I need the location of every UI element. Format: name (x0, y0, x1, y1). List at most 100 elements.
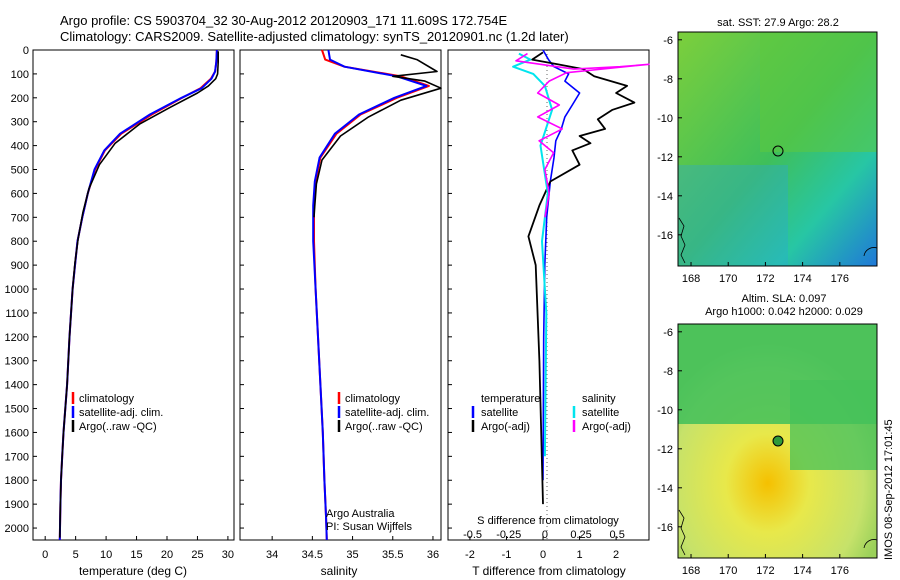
credit-line-2: PI: Susan Wijffels (326, 521, 412, 533)
x-tick-label: 0 (540, 549, 546, 561)
x-tick-label: 15 (130, 549, 142, 561)
s-tick-label: -0.5 (463, 529, 482, 541)
lat-tick-label: -10 (657, 113, 673, 125)
depth-tick-label: 1500 (5, 404, 29, 416)
depth-tick-label: 200 (11, 93, 29, 105)
sst-map-frame (677, 31, 878, 267)
credit-line-1: Argo Australia (326, 508, 395, 520)
x-tick-label: 0 (42, 549, 48, 561)
legend-label-argo: Argo(..raw -QC) (345, 421, 423, 433)
x-tick-label: 30 (222, 549, 234, 561)
depth-tick-label: 300 (11, 117, 29, 129)
lat-tick-label: -12 (657, 444, 673, 456)
x-tick-label: 34 (266, 549, 278, 561)
lat-tick-label: -6 (663, 327, 673, 339)
depth-tick-label: 1200 (5, 332, 29, 344)
x-tick-label: 2 (613, 549, 619, 561)
s-tick-label: -0.25 (496, 529, 521, 541)
series-line-temperature-satellite (542, 49, 581, 481)
depth-tick-label: 2000 (5, 523, 29, 535)
sst-map: sat. SST: 27.9 Argo: 28.2 -6-8-10-12-14-… (657, 17, 878, 285)
depth-tick-label: 700 (11, 212, 29, 224)
legend-label-climatology: climatology (345, 393, 401, 405)
lon-tick-label: 174 (793, 273, 811, 285)
x-tick-label: 5 (73, 549, 79, 561)
series-line-temperature-argo-adj- (527, 51, 636, 505)
x-tick-label: 1 (577, 549, 583, 561)
lon-tick-label: 170 (719, 273, 737, 285)
lon-tick-label: 174 (793, 565, 811, 577)
lat-tick-label: -16 (657, 522, 673, 534)
difference-axes-frame (447, 49, 650, 541)
depth-tick-label: 1400 (5, 380, 29, 392)
figure-title-line2: Climatology: CARS2009. Satellite-adjuste… (60, 29, 569, 44)
figure-title-line1: Argo profile: CS 5903704_32 30-Aug-2012 … (60, 13, 508, 28)
sla-field-east-patch (790, 380, 877, 470)
x-tick-label: 36 (427, 549, 439, 561)
sst-argo-location-marker (772, 145, 784, 157)
lat-tick-label: -8 (663, 74, 673, 86)
series-line-argo-raw-qc- (59, 51, 219, 538)
difference-legend: temperature satellite Argo(-adj) salinit… (471, 393, 631, 433)
x-tick-label: -2 (465, 549, 475, 561)
lon-tick-label: 170 (719, 565, 737, 577)
sst-map-tick-group: -6 -8 -10 -12 -14 -16 168 170 172 174 176 (657, 35, 849, 285)
x-tick-label: 20 (161, 549, 173, 561)
depth-tick-label: 1100 (5, 308, 29, 320)
s-tick-label: 0.25 (570, 529, 591, 541)
legend-label-temp-argo: Argo(-adj) (481, 421, 530, 433)
legend-label-temp-satellite: satellite (481, 407, 518, 419)
temperature-tick-group: 0 5 10 15 20 25 30 (42, 536, 234, 561)
temperature-series-group (58, 49, 219, 541)
series-line-argo-raw-qc- (313, 54, 442, 218)
legend-label-sal-argo: Argo(-adj) (582, 421, 631, 433)
lat-tick-label: -6 (663, 35, 673, 47)
lon-tick-label: 172 (756, 565, 774, 577)
series-line-salinity-argo-adj- (515, 52, 650, 218)
sla-map-title-line1: Altim. SLA: 0.097 (742, 293, 827, 305)
difference-series-group (512, 49, 650, 505)
sla-coastline-east (863, 539, 878, 549)
depth-tick-label: 900 (11, 260, 29, 272)
depth-tick-label: 1700 (5, 451, 29, 463)
s-difference-axis-label: S difference from climatology (477, 515, 619, 527)
lat-tick-label: -12 (657, 152, 673, 164)
temperature-axis-label: temperature (deg C) (79, 564, 187, 578)
sla-map-tick-group: -6 -8 -10 -12 -14 -16 168 170 172 174 176 (657, 327, 849, 577)
difference-panel: -2 -1 0 1 2 -0.5 -0.25 0 0.25 0.5 T difference fr… (447, 49, 650, 578)
temperature-panel: 0100200300400500600700800900100011001200… (5, 45, 235, 578)
series-line-satellite-adj-clim- (312, 49, 428, 541)
imos-timestamp: IMOS 08-Sep-2012 17:01:45 (883, 419, 895, 560)
lat-tick-label: -14 (657, 483, 673, 495)
sla-map-frame (677, 323, 878, 559)
x-tick-label: 35.5 (382, 549, 403, 561)
legend-head-salinity: salinity (582, 393, 616, 405)
depth-tick-label: 400 (11, 141, 29, 153)
lon-tick-label: 172 (756, 273, 774, 285)
series-line-climatology (313, 49, 430, 541)
depth-tick-label: 1800 (5, 475, 29, 487)
lat-tick-label: -10 (657, 405, 673, 417)
difference-tick-group: -2 -1 0 1 2 -0.5 -0.25 0 0.25 0.5 (448, 49, 625, 561)
lon-tick-label: 168 (682, 565, 700, 577)
x-tick-label: 25 (191, 549, 203, 561)
depth-tick-label: 1600 (5, 427, 29, 439)
salinity-axes-frame (239, 49, 442, 541)
legend-label-satellite: satellite-adj. clim. (345, 407, 429, 419)
depth-tick-label: 0 (23, 45, 29, 57)
lon-tick-label: 176 (831, 565, 849, 577)
lat-tick-label: -14 (657, 191, 673, 203)
salinity-series-group (312, 49, 442, 541)
s-tick-label: 0 (542, 529, 548, 541)
sla-map-title-line2: Argo h1000: 0.042 h2000: 0.029 (705, 306, 863, 318)
series-line-climatology (58, 49, 218, 541)
sst-field-warm-patch (760, 32, 877, 152)
depth-tick-label: 500 (11, 165, 29, 177)
lat-tick-label: -8 (663, 366, 673, 378)
depth-tick-label: 100 (11, 69, 29, 81)
sst-coastline-west (678, 217, 686, 264)
salinity-tick-group: 34 34.5 35 35.5 36 (240, 49, 439, 561)
temperature-axes-frame (32, 49, 235, 541)
depth-tick-label: 1000 (5, 284, 29, 296)
